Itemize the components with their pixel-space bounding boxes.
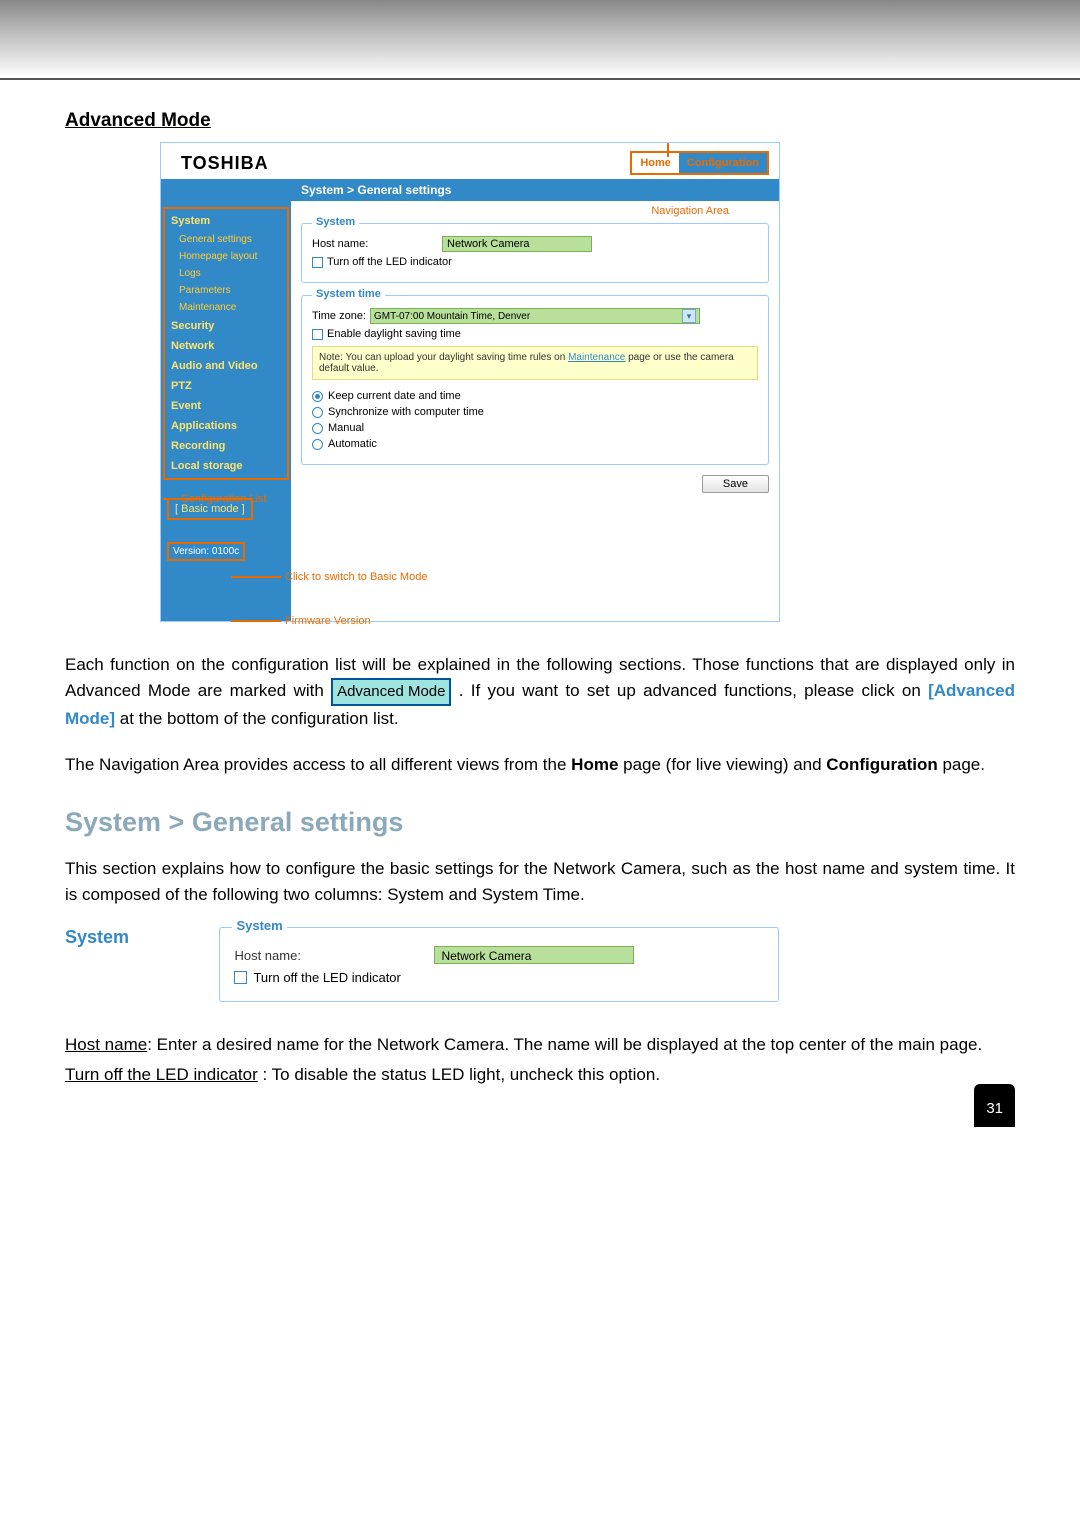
sidebar-homepage-layout[interactable]: Homepage layout	[165, 248, 287, 265]
sidebar-local-storage[interactable]: Local storage	[165, 456, 287, 476]
para4b: : Enter a desired name for the Network C…	[147, 1035, 982, 1054]
radio-manual[interactable]	[312, 423, 323, 434]
led-label: Turn off the LED indicator	[327, 256, 452, 268]
version-label: Version: 0100c	[167, 542, 245, 561]
firmware-callout-label: Firmware Version	[285, 615, 371, 627]
radio-manual-label: Manual	[328, 422, 364, 434]
advanced-mode-badge: Advanced Mode	[331, 678, 451, 707]
panel2-host-label: Host name:	[234, 948, 434, 963]
config-screenshot: TOSHIBA Home Configuration System > Gene…	[160, 142, 780, 622]
sidebar-maintenance[interactable]: Maintenance	[165, 299, 287, 316]
panel2-led-checkbox[interactable]	[234, 971, 247, 984]
save-button[interactable]: Save	[702, 475, 769, 493]
chevron-down-icon[interactable]: ▾	[682, 309, 696, 323]
host-name-term: Host name	[65, 1035, 147, 1054]
para3-wrap: This section explains how to configure t…	[65, 856, 1015, 907]
para2-config: Configuration	[826, 755, 937, 774]
para2b: page (for live viewing) and	[618, 755, 826, 774]
maintenance-link[interactable]: Maintenance	[568, 352, 625, 363]
config-list-callout: Configuration List	[163, 493, 267, 505]
dst-label: Enable daylight saving time	[327, 328, 461, 340]
para1b: . If you want to set up advanced functio…	[459, 681, 928, 700]
dst-checkbox[interactable]	[312, 329, 323, 340]
sidebar: System General settings Homepage layout …	[161, 201, 291, 621]
system-fieldset: System Host name: Network Camera Turn of…	[301, 223, 769, 283]
breadcrumb-bar: System > General settings	[161, 179, 779, 201]
nav-area-connector	[667, 143, 669, 157]
basic-mode-callout: Click to switch to Basic Mode	[231, 571, 427, 583]
host-name-input[interactable]: Network Camera	[442, 236, 592, 252]
para2c: page.	[938, 755, 985, 774]
panel2-host-input[interactable]: Network Camera	[434, 946, 634, 964]
system-legend: System	[312, 216, 359, 228]
body-text: Each function on the configuration list …	[65, 652, 1015, 777]
para4-5: Host name: Enter a desired name for the …	[65, 1032, 1015, 1087]
panel2-led-label: Turn off the LED indicator	[253, 970, 400, 985]
radio-sync-computer-label: Synchronize with computer time	[328, 406, 484, 418]
nav-configuration[interactable]: Configuration	[679, 153, 767, 173]
sidebar-network[interactable]: Network	[165, 336, 287, 356]
system-panel-2: System Host name: Network Camera Turn of…	[219, 927, 779, 1002]
sidebar-general-settings[interactable]: General settings	[165, 231, 287, 248]
h2-system-general: System > General settings	[65, 807, 1015, 838]
timezone-select[interactable]: GMT-07:00 Mountain Time, Denver ▾	[370, 308, 700, 324]
host-name-label: Host name:	[312, 238, 442, 250]
system-time-fieldset: System time Time zone: GMT-07:00 Mountai…	[301, 295, 769, 465]
toshiba-logo: TOSHIBA	[181, 153, 269, 174]
timezone-label: Time zone:	[312, 310, 370, 322]
dst-note: Note: You can upload your daylight savin…	[312, 346, 758, 380]
radio-keep-current[interactable]	[312, 391, 323, 402]
para3: This section explains how to configure t…	[65, 856, 1015, 907]
para1c: at the bottom of the configuration list.	[120, 709, 399, 728]
firmware-callout: Firmware Version	[231, 615, 371, 627]
nav-home[interactable]: Home	[632, 153, 679, 173]
screenshot-body: System General settings Homepage layout …	[161, 201, 779, 621]
sidebar-ptz[interactable]: PTZ	[165, 376, 287, 396]
system-panel2-legend: System	[232, 918, 286, 933]
sidebar-audio-video[interactable]: Audio and Video	[165, 356, 287, 376]
para2a: The Navigation Area provides access to a…	[65, 755, 571, 774]
sidebar-recording[interactable]: Recording	[165, 436, 287, 456]
main-content: Navigation Area System Host name: Networ…	[291, 201, 779, 621]
para2-home: Home	[571, 755, 618, 774]
sidebar-applications[interactable]: Applications	[165, 416, 287, 436]
note-text-a: Note: You can upload your daylight savin…	[319, 352, 568, 363]
radio-keep-current-label: Keep current date and time	[328, 390, 461, 402]
sidebar-event[interactable]: Event	[165, 396, 287, 416]
para5b: : To disable the status LED light, unche…	[258, 1065, 660, 1084]
config-list-callout-label: Configuration List	[181, 493, 267, 505]
timezone-value: GMT-07:00 Mountain Time, Denver	[374, 311, 530, 322]
nav-buttons: Home Configuration	[630, 151, 769, 175]
page-number: 31	[974, 1084, 1015, 1127]
led-term: Turn off the LED indicator	[65, 1065, 258, 1084]
radio-sync-computer[interactable]	[312, 407, 323, 418]
sidebar-logs[interactable]: Logs	[165, 265, 287, 282]
sidebar-system[interactable]: System	[165, 211, 287, 231]
top-gradient	[0, 0, 1080, 80]
sidebar-parameters[interactable]: Parameters	[165, 282, 287, 299]
led-checkbox[interactable]	[312, 257, 323, 268]
basic-mode-callout-label: Click to switch to Basic Mode	[285, 571, 427, 583]
system-subhead: System	[65, 927, 205, 948]
section-title: Advanced Mode	[65, 110, 1015, 132]
page-content: Advanced Mode TOSHIBA Home Configuration…	[0, 80, 1080, 1147]
screenshot-header: TOSHIBA Home Configuration	[161, 143, 779, 179]
radio-automatic-label: Automatic	[328, 438, 377, 450]
nav-area-callout: Navigation Area	[651, 205, 729, 217]
config-list-highlight: System General settings Homepage layout …	[163, 207, 289, 480]
sidebar-security[interactable]: Security	[165, 316, 287, 336]
radio-automatic[interactable]	[312, 439, 323, 450]
system-time-legend: System time	[312, 288, 385, 300]
